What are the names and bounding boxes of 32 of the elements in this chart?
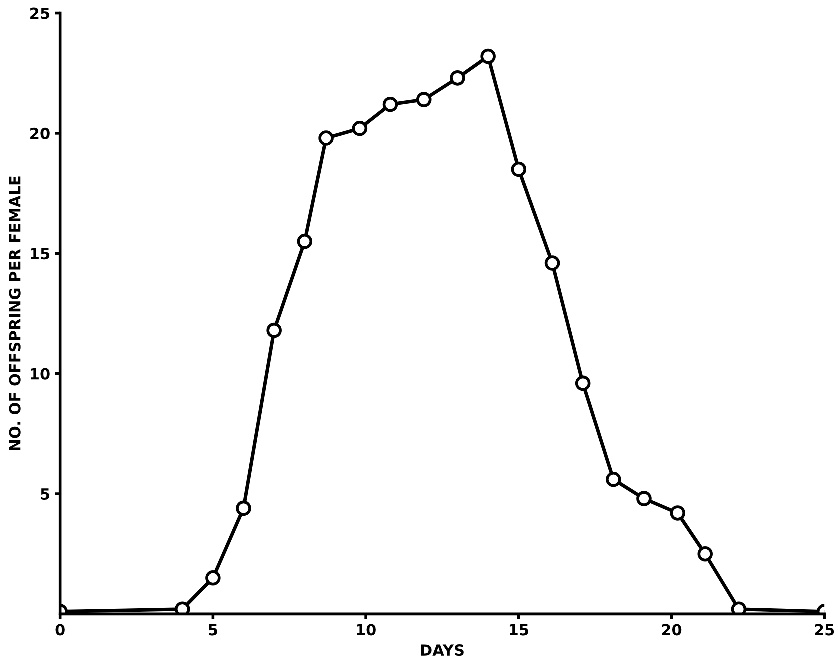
point (698, 546, 714, 562)
point (670, 506, 686, 521)
x-tick-label: 10 (357, 624, 376, 636)
x-tick-label: 25 (815, 624, 834, 636)
y-tick-label: 20 (30, 128, 50, 140)
y-tick-label: 10 (31, 368, 50, 380)
point (544, 256, 560, 271)
point (511, 162, 527, 178)
point (606, 472, 622, 488)
point (382, 96, 398, 112)
y-tick-label: 15 (31, 248, 50, 260)
point (636, 491, 652, 506)
point (206, 570, 221, 586)
point (266, 322, 282, 338)
y-tick-label: 25 (30, 8, 50, 20)
point (297, 234, 313, 250)
x-tick-label: 20 (662, 624, 682, 636)
x-tick-label: 0 (56, 624, 65, 636)
y-tick-label: 5 (41, 488, 50, 500)
y-axis-title: NO. OF OFFSPRING PER FEMALE (9, 176, 21, 450)
point (236, 500, 252, 516)
point (174, 602, 190, 614)
point (352, 121, 368, 136)
point (731, 602, 747, 614)
x-tick-label: 5 (209, 624, 218, 636)
x-tick-label: 15 (510, 624, 528, 636)
point (318, 130, 334, 146)
point (480, 48, 496, 64)
point (575, 376, 591, 392)
x-axis-title: DAYS (421, 644, 464, 656)
point (416, 92, 432, 108)
point (450, 70, 466, 86)
